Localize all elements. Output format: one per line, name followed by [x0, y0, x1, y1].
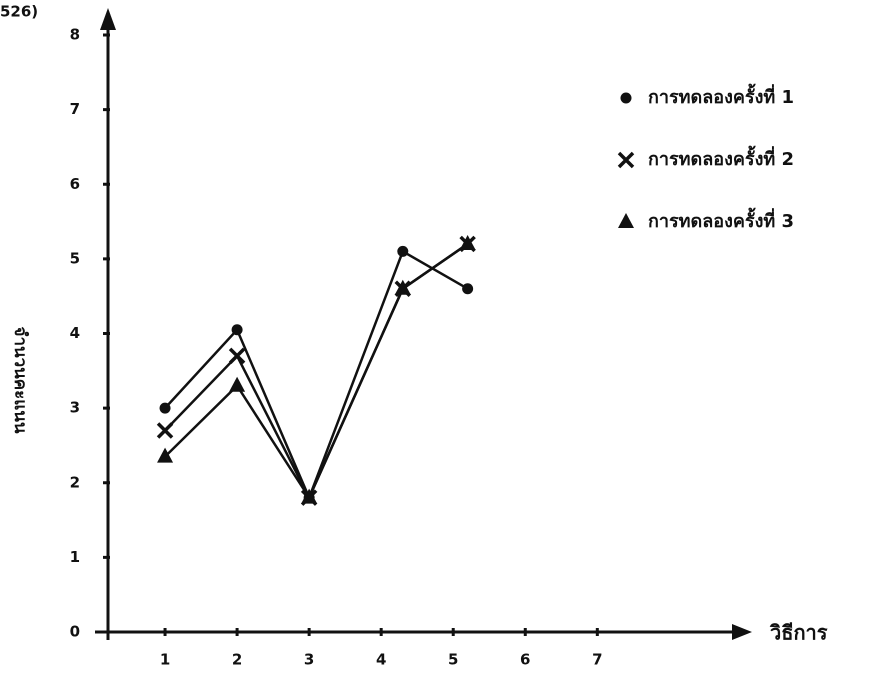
y-tick-label: 3 [70, 399, 80, 417]
data-point [462, 283, 473, 294]
data-point [230, 349, 244, 363]
y-tick-label: 8 [70, 26, 80, 44]
x-tick-label: 5 [448, 651, 458, 669]
page: 526) วิธีการ จำนวนคะแนน 0 1 2 3 4 5 6 7 8 1 2 3 4 5 6 7… [0, 0, 894, 675]
x-tick-label: 7 [592, 651, 602, 669]
y-tick-label: 5 [70, 249, 80, 267]
x-axis-label: วิธีการ [769, 621, 828, 645]
y-tick-label: 6 [70, 175, 80, 193]
data-point [158, 424, 172, 438]
y-axis-arrow [100, 8, 116, 30]
legend-label: การทดลองครั้งที่ 1 [648, 83, 794, 108]
y-tick-label: 2 [70, 473, 80, 491]
x-tick-label: 3 [304, 651, 314, 669]
series-line [165, 251, 468, 497]
annotation: 526) [0, 3, 38, 21]
data-point [160, 403, 171, 414]
x-tick-label: 4 [376, 651, 386, 669]
y-tick-label: 0 [70, 623, 80, 641]
legend-marker [619, 153, 633, 167]
data-point [232, 324, 243, 335]
x-tick-label: 6 [520, 651, 530, 669]
y-tick-label: 4 [70, 324, 80, 342]
legend-label: การทดลองครั้งที่ 2 [648, 145, 794, 170]
x-tick-label: 1 [160, 651, 170, 669]
legend-marker [618, 213, 634, 228]
y-tick-label: 7 [70, 100, 80, 118]
y-axis-label: จำนวนคะแนน [10, 327, 30, 434]
legend-marker [621, 93, 632, 104]
data-point [229, 377, 245, 392]
chart: 526) วิธีการ จำนวนคะแนน 0 1 2 3 4 5 6 7 8 1 2 3 4 5 6 7… [0, 0, 894, 675]
series-line [165, 244, 468, 498]
x-tick-label: 2 [232, 651, 242, 669]
data-point [397, 246, 408, 257]
legend-label: การทดลองครั้งที่ 3 [648, 207, 794, 232]
x-axis-arrow [732, 624, 752, 640]
y-tick-label: 1 [70, 548, 80, 566]
series-line [165, 244, 468, 498]
